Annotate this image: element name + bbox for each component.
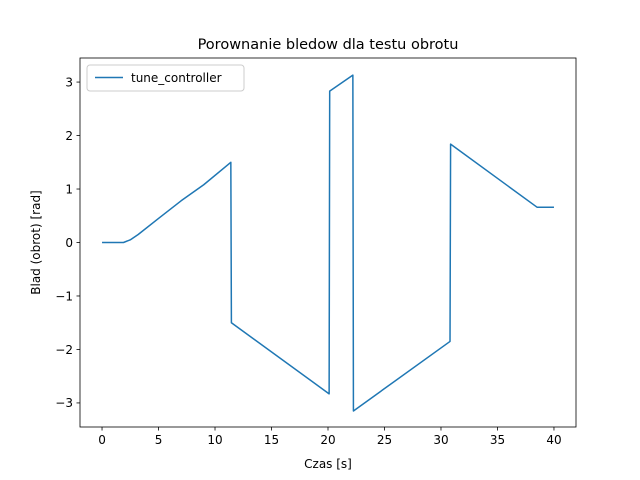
series-layer bbox=[102, 74, 554, 412]
x-tick-label: 20 bbox=[320, 433, 335, 447]
x-axis-ticks: 0 5 10 15 20 25 30 35 40 bbox=[98, 427, 562, 447]
plot-area bbox=[80, 58, 576, 427]
legend-box bbox=[86, 64, 245, 92]
plot-border bbox=[79, 57, 577, 428]
y-tick-label: 1 bbox=[65, 182, 73, 196]
series-line-tune_controller bbox=[102, 74, 554, 412]
legend: tune_controller bbox=[86, 64, 245, 92]
y-tick-label: −2 bbox=[55, 343, 73, 357]
y-tick-label: 0 bbox=[65, 236, 73, 250]
y-tick-label: 3 bbox=[65, 75, 73, 89]
x-tick-label: 5 bbox=[155, 433, 163, 447]
x-tick-label: 30 bbox=[433, 433, 448, 447]
y-tick-label: −3 bbox=[55, 396, 73, 410]
x-tick-label: 0 bbox=[98, 433, 106, 447]
x-tick-label: 25 bbox=[377, 433, 392, 447]
y-tick-label: 2 bbox=[65, 129, 73, 143]
chart-title: Porownanie bledow dla testu obrotu bbox=[198, 37, 459, 53]
y-axis-label: Blad (obrot) [rad] bbox=[29, 190, 43, 294]
legend-label: tune_controller bbox=[131, 71, 222, 85]
x-tick-label: 40 bbox=[546, 433, 561, 447]
y-tick-label: −1 bbox=[55, 289, 73, 303]
x-axis-label: Czas [s] bbox=[304, 457, 352, 471]
x-tick-label: 15 bbox=[264, 433, 279, 447]
x-tick-label: 35 bbox=[490, 433, 505, 447]
x-tick-label: 10 bbox=[207, 433, 222, 447]
y-axis-ticks: −3 −2 −1 0 1 2 3 bbox=[55, 75, 80, 410]
